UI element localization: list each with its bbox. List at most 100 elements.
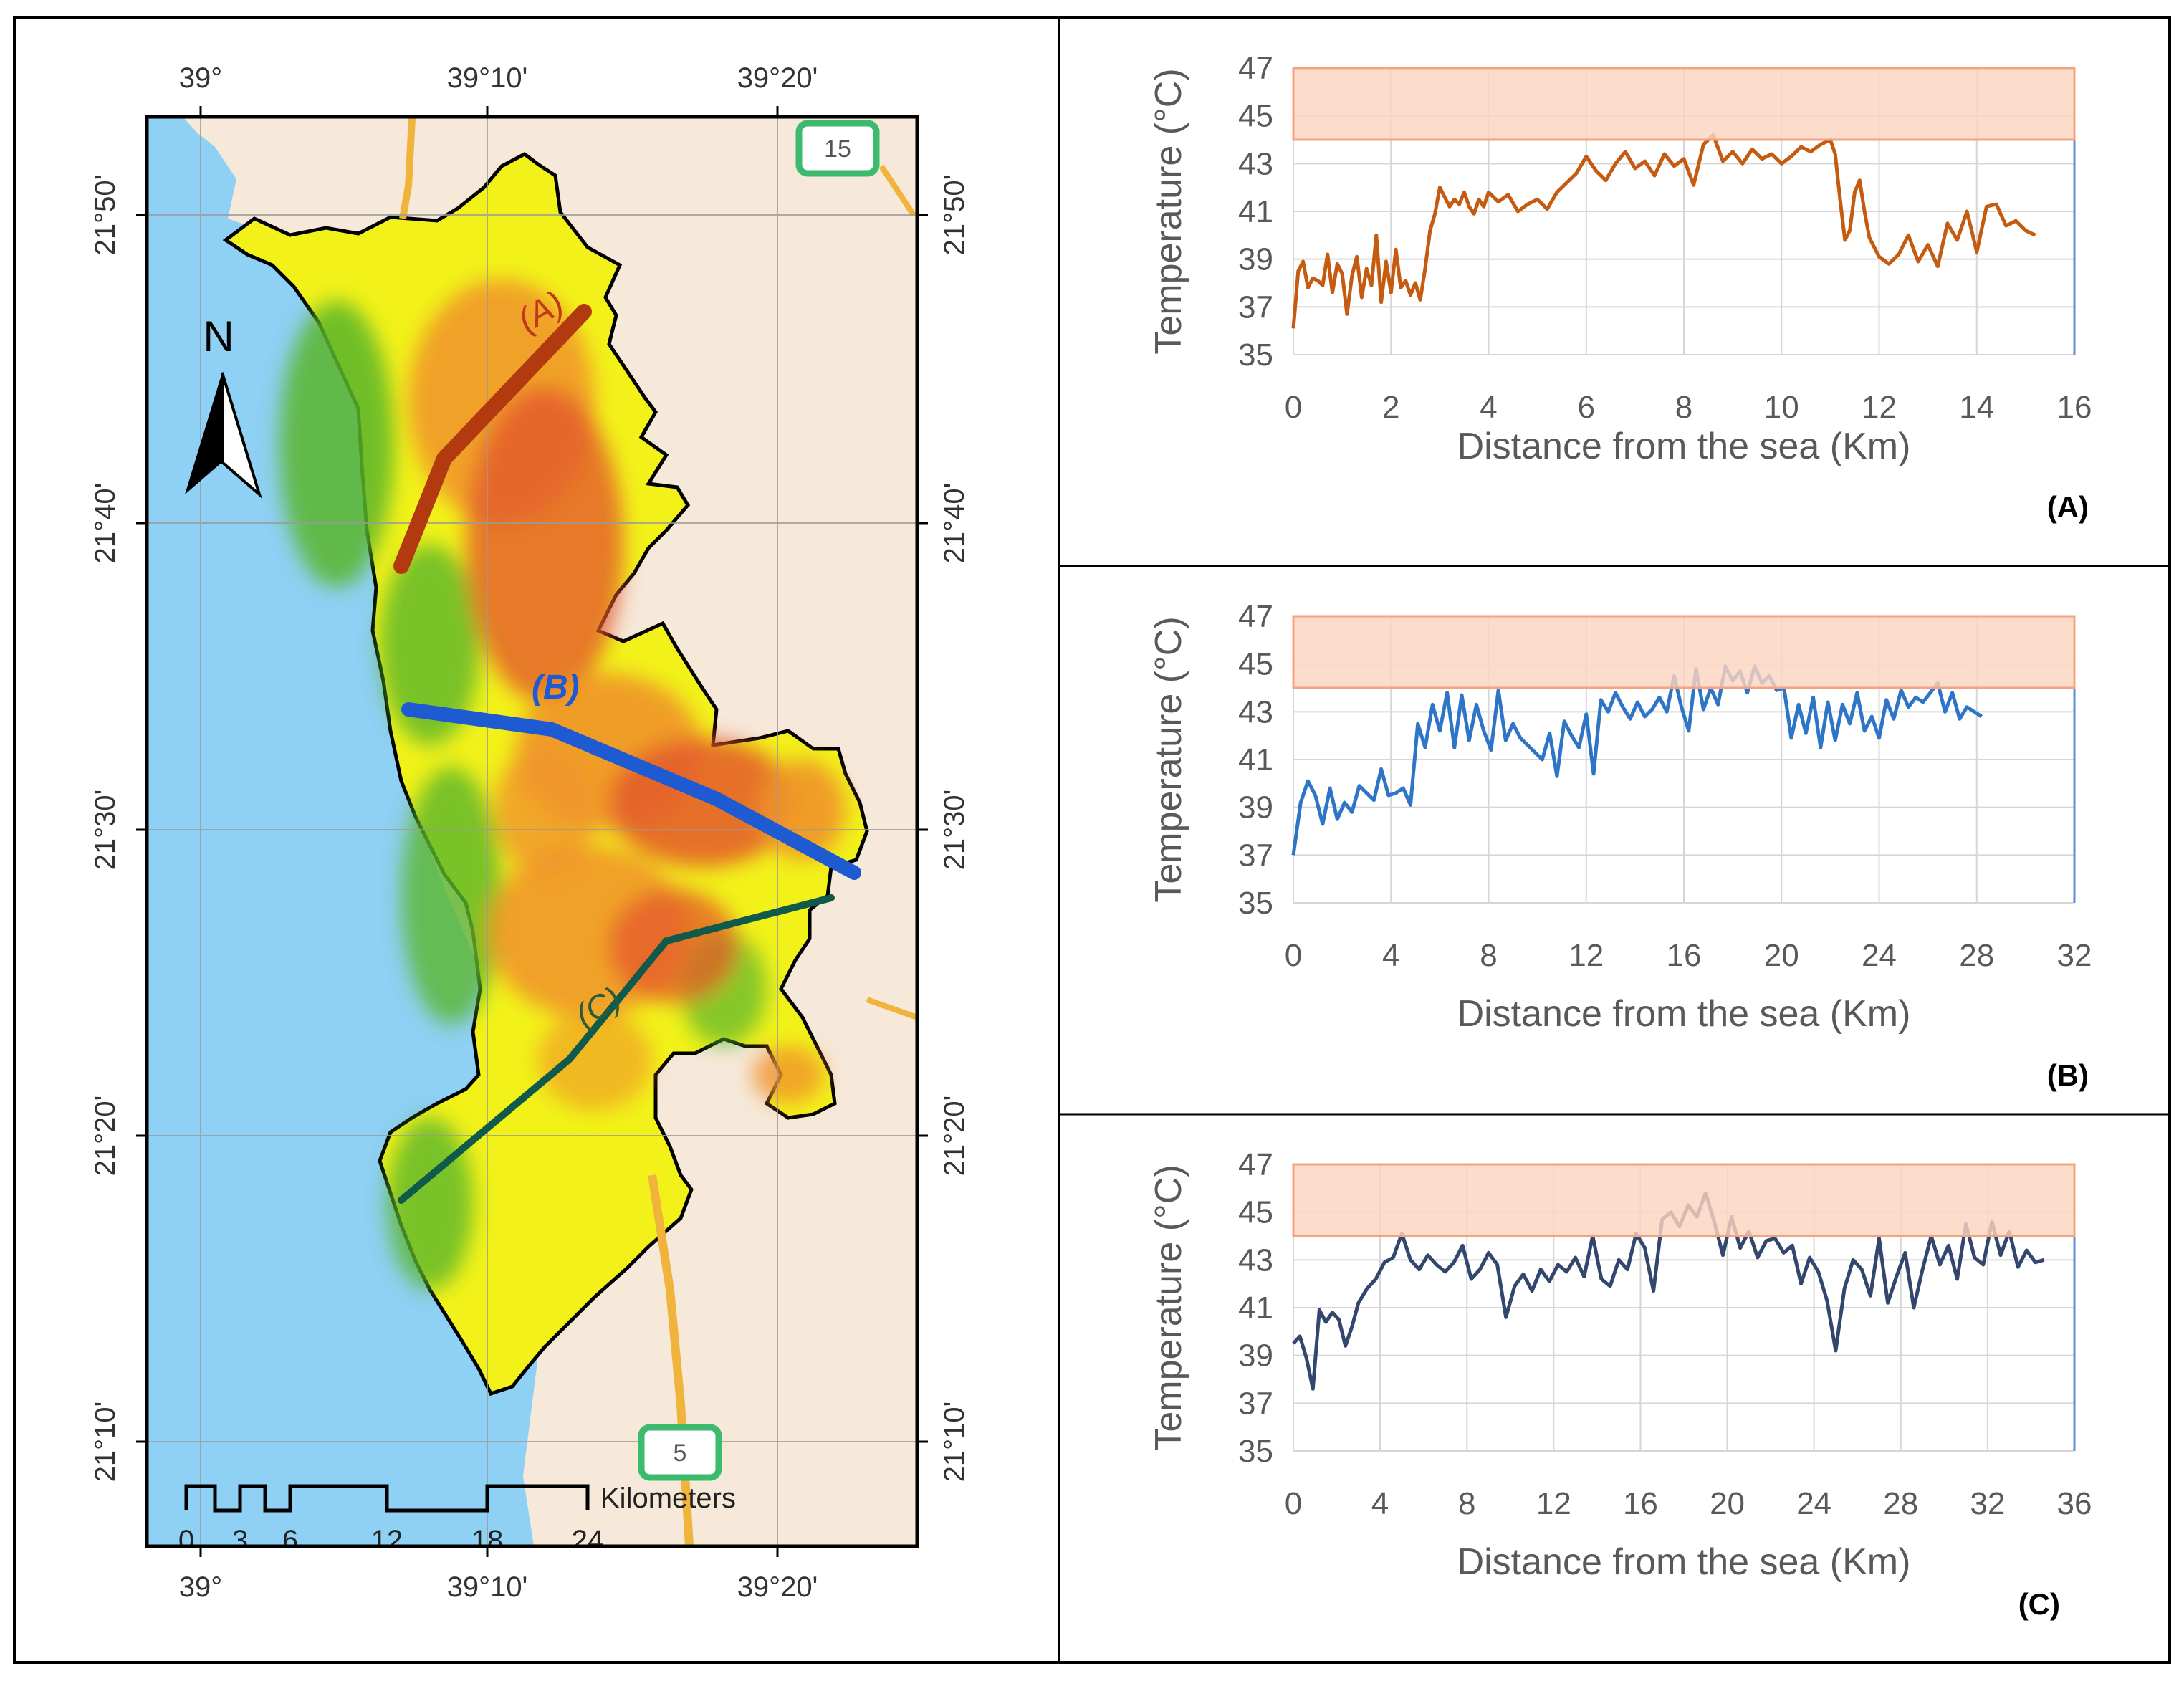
lat-right-21-20: 21°20' <box>939 1096 970 1177</box>
scale-value-6: 6 <box>282 1525 298 1556</box>
x-tick-label: 32 <box>2057 938 2092 973</box>
scale-value-0: 0 <box>178 1525 194 1556</box>
x-tick-label: 10 <box>1764 390 1799 425</box>
y-tick-label: 37 <box>1238 289 1273 325</box>
y-tick-label: 35 <box>1238 337 1273 373</box>
y-tick-label: 35 <box>1238 1434 1273 1469</box>
x-tick-label: 8 <box>1458 1486 1475 1521</box>
transect-b-line <box>401 702 861 880</box>
map-panel: 15 5 N (A) (B) (C) Kilometers 0 3 6 <box>90 62 970 1603</box>
y-tick-label: 45 <box>1238 99 1273 134</box>
x-axis-title: Distance from the sea (Km) <box>1457 1541 1911 1583</box>
lat-right-21-30: 21°30' <box>939 790 970 871</box>
y-tick-label: 39 <box>1238 242 1273 277</box>
y-tick-label: 45 <box>1238 647 1273 682</box>
chart-c: 35 37 39 41 43 45 47 0 4 8 12 16 20 24 28 32 36 Distance … <box>1148 1147 2092 1621</box>
x-tick-label: 28 <box>1959 938 1994 973</box>
x-tick-label: 4 <box>1480 390 1497 425</box>
lon-top-39-10: 39°10' <box>447 62 528 94</box>
x-tick-label: 12 <box>1568 938 1604 973</box>
scale-value-24: 24 <box>572 1525 604 1556</box>
series-line <box>1291 133 2036 329</box>
lon-bottom-39-10: 39°10' <box>447 1571 528 1603</box>
chart-b: 35 37 39 41 43 45 47 0 4 8 12 16 20 24 28 32 Distance fr… <box>1148 599 2092 1092</box>
road-shield-5-label: 5 <box>674 1440 687 1467</box>
road-shield-5: 5 <box>638 1424 722 1481</box>
x-tick-label: 4 <box>1382 938 1399 973</box>
lon-top-39-20: 39°20' <box>737 62 818 94</box>
threshold-band <box>1292 1163 2076 1237</box>
x-tick-label: 12 <box>1536 1486 1571 1521</box>
lat-right-21-50: 21°50' <box>939 175 970 256</box>
chart-a: 35 37 39 41 43 45 47 0 2 4 6 8 10 12 14 16 Distance from… <box>1148 51 2092 524</box>
panel-label: (A) <box>2047 490 2089 524</box>
x-tick-label: 36 <box>2057 1486 2092 1521</box>
y-tick-label: 39 <box>1238 790 1273 825</box>
scale-value-18: 18 <box>471 1525 504 1556</box>
x-tick-label: 24 <box>1796 1486 1831 1521</box>
y-tick-label: 43 <box>1238 694 1273 729</box>
x-tick-label: 0 <box>1285 938 1302 973</box>
north-label: N <box>203 312 234 360</box>
y-tick-label: 41 <box>1238 1290 1273 1326</box>
x-axis-title: Distance from the sea (Km) <box>1457 993 1911 1035</box>
panel-label: (C) <box>2018 1587 2060 1621</box>
y-tick-label: 45 <box>1238 1195 1273 1230</box>
x-tick-label: 20 <box>1710 1486 1745 1521</box>
panel-label: (B) <box>2047 1058 2089 1092</box>
lat-left-21-30: 21°30' <box>90 790 121 871</box>
scale-bar: Kilometers 0 3 6 12 18 24 <box>178 1483 736 1556</box>
lat-left-21-40: 21°40' <box>90 483 121 564</box>
x-tick-label: 32 <box>1970 1486 2005 1521</box>
y-tick-label: 35 <box>1238 886 1273 921</box>
x-tick-label: 24 <box>1862 938 1897 973</box>
transect-a-line <box>393 304 592 574</box>
x-tick-label: 8 <box>1480 938 1497 973</box>
road-northeast <box>878 164 916 217</box>
lon-top-39: 39° <box>179 62 223 94</box>
y-tick-label: 39 <box>1238 1338 1273 1374</box>
x-tick-label: 16 <box>1667 938 1702 973</box>
threshold-band <box>1292 67 2076 141</box>
transect-b-label: (B) <box>532 669 580 707</box>
y-axis-title: Temperature (°C) <box>1148 1164 1189 1450</box>
y-tick-label: 47 <box>1238 1147 1273 1182</box>
y-tick-label: 47 <box>1238 599 1273 634</box>
north-arrow: N <box>185 312 262 499</box>
lat-right-21-10: 21°10' <box>939 1402 970 1483</box>
y-tick-label: 41 <box>1238 194 1273 229</box>
x-tick-label: 6 <box>1578 390 1595 425</box>
y-axis-title: Temperature (°C) <box>1148 616 1189 902</box>
x-tick-label: 20 <box>1764 938 1799 973</box>
y-tick-label: 37 <box>1238 838 1273 873</box>
y-tick-label: 47 <box>1238 51 1273 86</box>
scale-value-3: 3 <box>232 1525 248 1556</box>
road-shield-15: 15 <box>795 120 880 177</box>
x-tick-label: 8 <box>1675 390 1692 425</box>
y-axis-title: Temperature (°C) <box>1148 68 1189 354</box>
lon-bottom-39-20: 39°20' <box>737 1571 818 1603</box>
scale-unit-label: Kilometers <box>600 1483 736 1514</box>
road-shield-15-label: 15 <box>824 135 851 163</box>
lat-left-21-10: 21°10' <box>90 1402 121 1483</box>
y-tick-label: 41 <box>1238 742 1273 777</box>
y-tick-label: 43 <box>1238 146 1273 181</box>
lat-right-21-40: 21°40' <box>939 483 970 564</box>
x-tick-label: 0 <box>1285 1486 1302 1521</box>
y-tick-label: 43 <box>1238 1242 1273 1278</box>
x-tick-label: 2 <box>1382 390 1399 425</box>
x-axis-title: Distance from the sea (Km) <box>1457 426 1911 467</box>
lat-left-21-20: 21°20' <box>90 1096 121 1177</box>
x-tick-label: 0 <box>1285 390 1302 425</box>
y-tick-label: 37 <box>1238 1386 1273 1421</box>
x-tick-label: 4 <box>1371 1486 1389 1521</box>
threshold-band <box>1292 615 2076 689</box>
map-frame <box>145 115 919 1548</box>
x-tick-label: 14 <box>1959 390 1994 425</box>
road-north <box>399 118 416 219</box>
x-tick-label: 12 <box>1862 390 1897 425</box>
lon-bottom-39: 39° <box>179 1571 223 1603</box>
x-tick-label: 16 <box>2057 390 2092 425</box>
road-east <box>866 997 917 1020</box>
